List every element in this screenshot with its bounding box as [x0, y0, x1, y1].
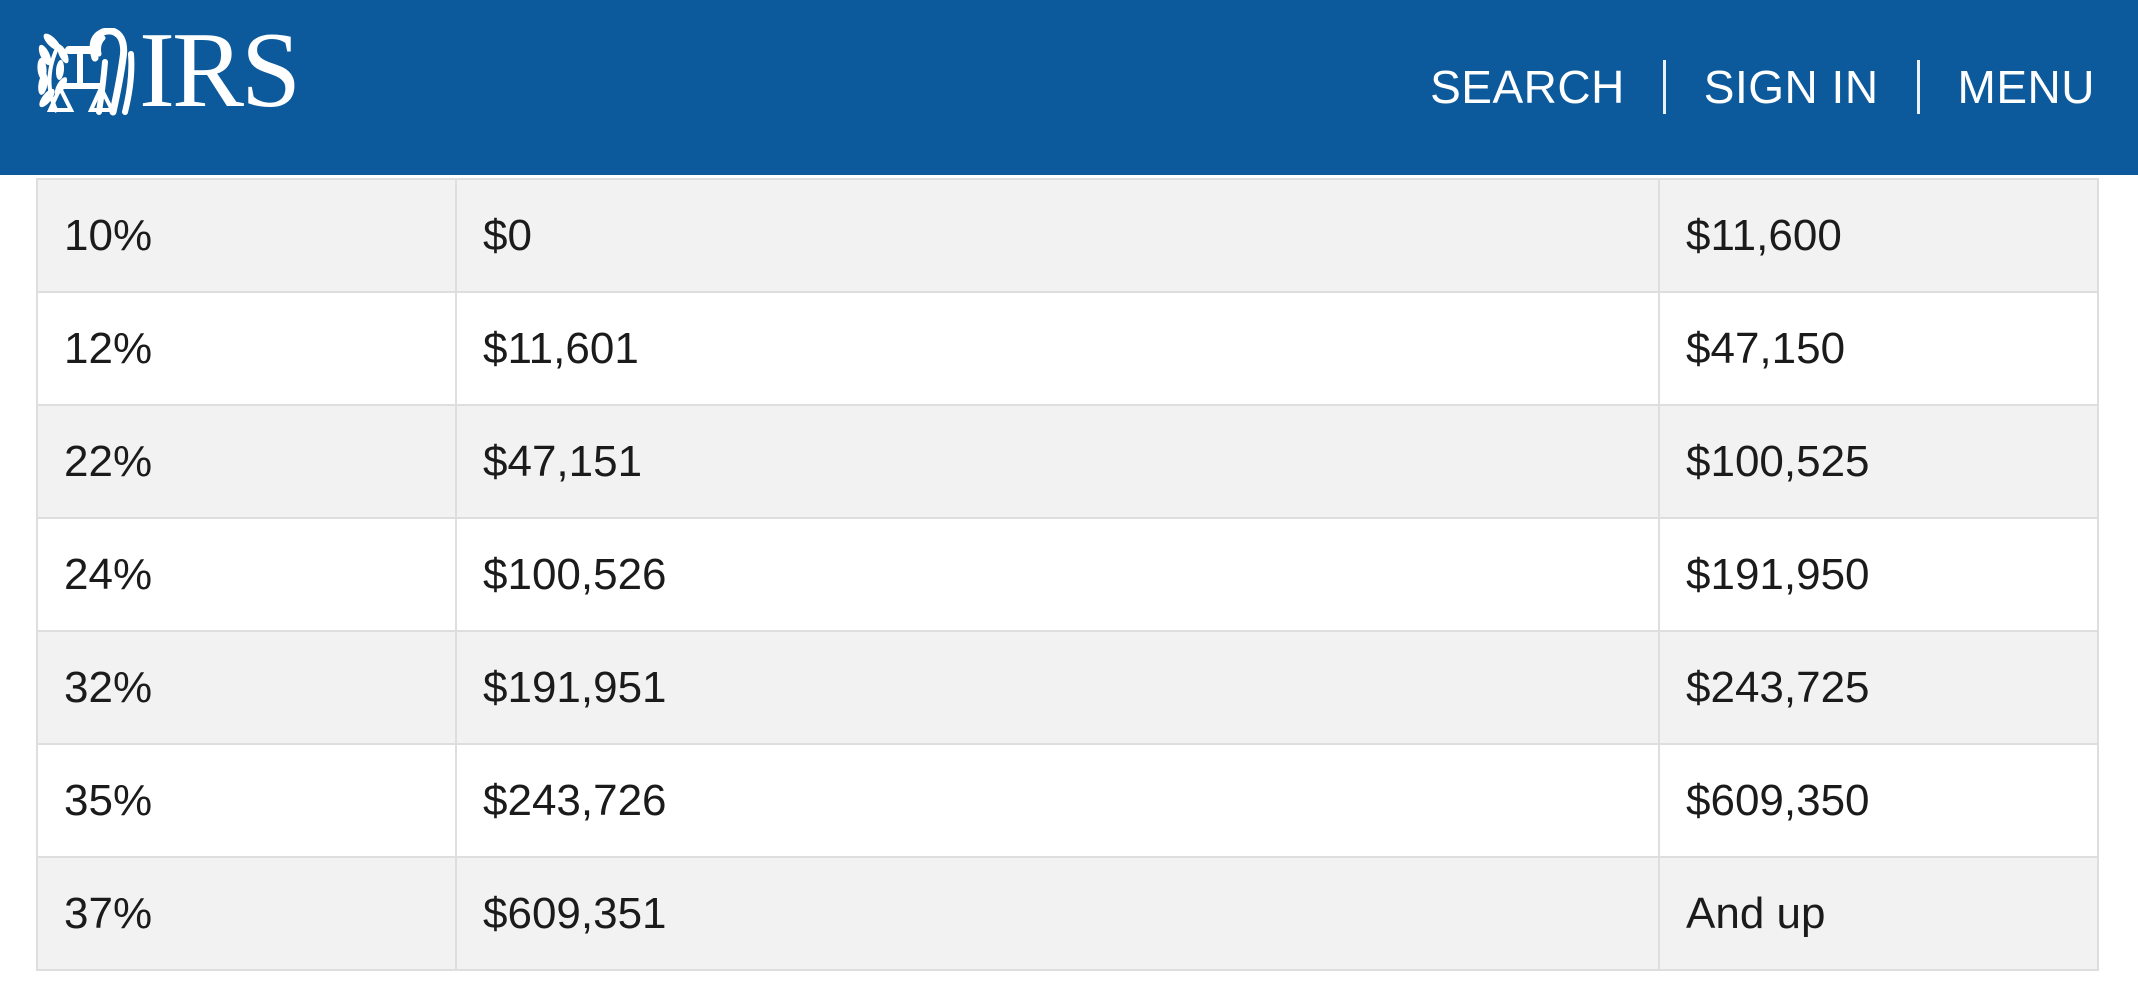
income-from-cell: $609,351 [455, 856, 1660, 971]
main-content: 10% $0 $11,600 12% $11,601 $47,150 22% $… [36, 178, 2099, 971]
income-to-cell: $191,950 [1658, 517, 2099, 632]
tax-rate-cell: 12% [36, 291, 457, 406]
table-row: 24% $100,526 $191,950 [36, 517, 2099, 632]
tax-brackets-table: 10% $0 $11,600 12% $11,601 $47,150 22% $… [36, 178, 2099, 971]
nav-divider [1662, 60, 1666, 114]
tax-rate-cell: 10% [36, 178, 457, 293]
tax-rate-cell: 35% [36, 743, 457, 858]
table-row: 12% $11,601 $47,150 [36, 291, 2099, 406]
tax-rate-cell: 32% [36, 630, 457, 745]
income-to-cell: $243,725 [1658, 630, 2099, 745]
table-row: 10% $0 $11,600 [36, 178, 2099, 293]
income-from-cell: $0 [455, 178, 1660, 293]
tax-rate-cell: 37% [36, 856, 457, 971]
nav-divider [1916, 60, 1920, 114]
income-to-cell: And up [1658, 856, 2099, 971]
nav-search-link[interactable]: SEARCH [1430, 61, 1625, 113]
tax-rate-cell: 22% [36, 404, 457, 519]
irs-logo[interactable]: IRS [33, 16, 301, 124]
income-from-cell: $11,601 [455, 291, 1660, 406]
tax-rate-cell: 24% [36, 517, 457, 632]
irs-logo-text: IRS [139, 10, 301, 130]
income-from-cell: $191,951 [455, 630, 1660, 745]
income-from-cell: $47,151 [455, 404, 1660, 519]
nav-menu-link[interactable]: MENU [1957, 61, 2095, 113]
income-from-cell: $100,526 [455, 517, 1660, 632]
site-header: IRS SEARCH SIGN IN MENU [0, 0, 2138, 175]
table-row: 22% $47,151 $100,525 [36, 404, 2099, 519]
nav-signin-link[interactable]: SIGN IN [1703, 61, 1879, 113]
table-row: 35% $243,726 $609,350 [36, 743, 2099, 858]
irs-eagle-icon [33, 27, 137, 120]
income-to-cell: $47,150 [1658, 291, 2099, 406]
income-to-cell: $609,350 [1658, 743, 2099, 858]
table-row: 37% $609,351 And up [36, 856, 2099, 971]
table-row: 32% $191,951 $243,725 [36, 630, 2099, 745]
top-nav: SEARCH SIGN IN MENU [1430, 60, 2095, 114]
income-to-cell: $100,525 [1658, 404, 2099, 519]
income-from-cell: $243,726 [455, 743, 1660, 858]
income-to-cell: $11,600 [1658, 178, 2099, 293]
